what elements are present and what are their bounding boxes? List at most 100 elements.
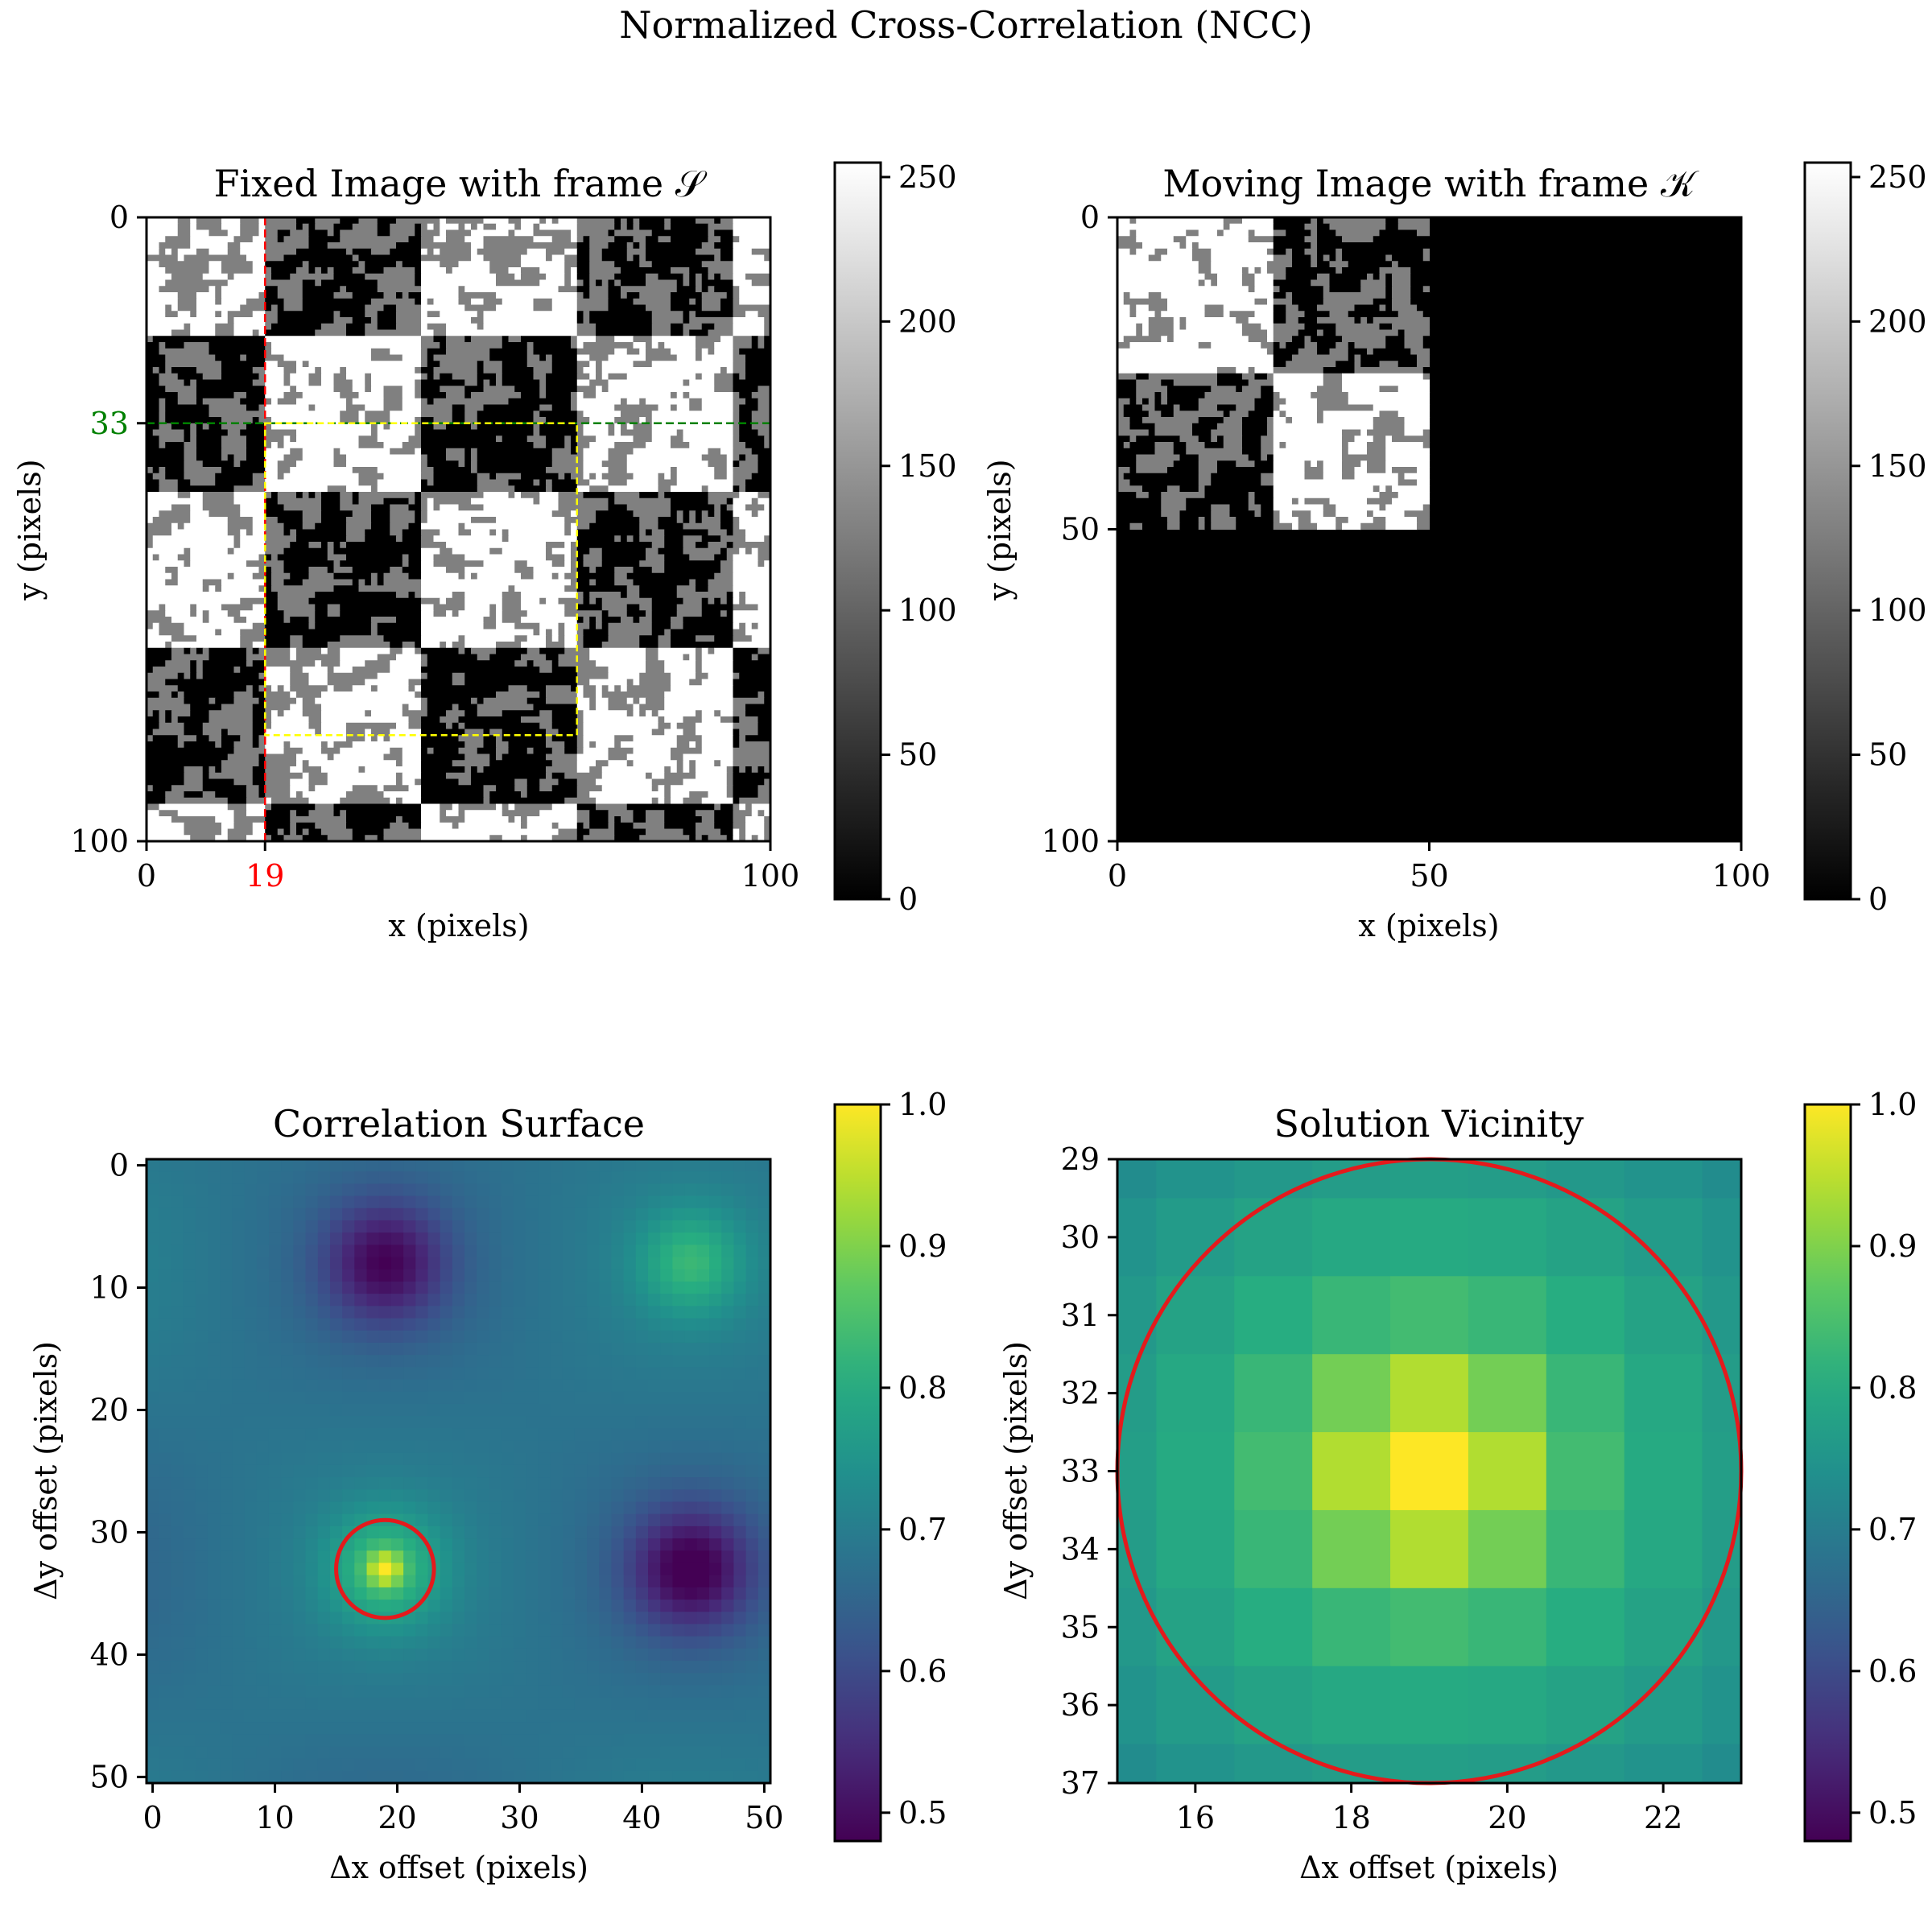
heatmap-cell — [513, 1318, 526, 1331]
heatmap-cell — [758, 1342, 771, 1356]
heatmap-cell — [733, 1525, 747, 1539]
heatmap-cell — [421, 497, 428, 506]
heatmap-cell — [1292, 510, 1311, 518]
heatmap-cell — [378, 1318, 392, 1331]
heatmap-cell — [764, 342, 771, 349]
heatmap-cell — [1223, 436, 1243, 443]
heatmap-cell — [265, 242, 310, 250]
heatmap-cell — [305, 1232, 319, 1245]
heatmap-cell — [477, 1269, 490, 1282]
heatmap-cell — [583, 429, 609, 436]
heatmap-cell — [726, 473, 734, 481]
heatmap-cell — [564, 622, 578, 630]
heatmap-cell — [684, 1183, 698, 1197]
heatmap-cell — [1136, 392, 1156, 399]
heatmap-cell — [340, 797, 390, 805]
heatmap-cell — [546, 766, 578, 774]
heatmap-cell — [551, 722, 578, 730]
heatmap-cell — [483, 560, 515, 568]
heatmap-cell — [576, 585, 628, 592]
heatmap-cell — [232, 1306, 246, 1319]
heatmap-cell — [648, 1171, 661, 1184]
heatmap-cell — [621, 411, 653, 418]
heatmap-cell — [159, 691, 172, 699]
heatmap-cell — [611, 1367, 625, 1381]
heatmap-cell — [639, 679, 671, 686]
heatmap-cell — [227, 517, 254, 524]
heatmap-cell — [564, 554, 572, 561]
heatmap-cell — [268, 1342, 282, 1356]
heatmap-cell — [190, 223, 197, 231]
heatmap-cell — [1211, 522, 1236, 530]
heatmap-cell — [477, 747, 497, 755]
heatmap-cell — [550, 1538, 564, 1551]
heatmap-cell — [733, 442, 746, 449]
heatmap-cell — [758, 722, 771, 730]
heatmap-cell — [689, 398, 703, 406]
heatmap-cell — [464, 1281, 477, 1294]
heatmap-cell — [365, 729, 372, 736]
heatmap-cell — [207, 1220, 221, 1233]
heatmap-cell — [464, 816, 510, 824]
heatmap-cell — [147, 279, 166, 287]
heatmap-cell — [739, 547, 746, 555]
heatmap-cell — [433, 298, 460, 306]
heatmap-cell — [758, 1464, 771, 1478]
heatmap-cell — [290, 229, 310, 237]
heatmap-cell — [396, 317, 422, 324]
heatmap-cell — [745, 1342, 759, 1356]
heatmap-cell — [758, 311, 771, 318]
heatmap-cell — [720, 304, 734, 312]
heatmap-cell — [751, 810, 759, 817]
heatmap-cell — [296, 248, 347, 256]
heatmap-cell — [190, 560, 247, 568]
heatmap-cell — [758, 1232, 771, 1245]
heatmap-cell — [244, 1220, 258, 1233]
heatmap-cell — [421, 423, 435, 431]
heatmap-cell — [358, 492, 415, 499]
heatmap-cell — [366, 1563, 380, 1576]
heatmap-cell — [601, 772, 646, 780]
heatmap-cell — [562, 1367, 576, 1381]
heatmap-cell — [660, 1477, 674, 1490]
heatmap-cell — [714, 760, 721, 767]
heatmap-cell — [689, 554, 715, 561]
heatmap-cell — [608, 423, 615, 431]
heatmap-cell — [701, 242, 715, 250]
heatmap-cell — [672, 1464, 710, 1478]
heatmap-cell — [538, 1477, 551, 1490]
heatmap-cell — [639, 535, 665, 543]
heatmap-cell — [1136, 386, 1168, 393]
heatmap-cell — [440, 1245, 453, 1258]
heatmap-cell — [1286, 317, 1299, 324]
heatmap-cell — [1273, 454, 1343, 461]
heatmap-cell — [1385, 522, 1418, 530]
heatmap-cell — [502, 361, 528, 368]
heatmap-cell — [471, 298, 485, 306]
heatmap-cell — [256, 1269, 270, 1282]
heatmap-cell — [477, 1318, 490, 1331]
heatmap-cell — [1167, 485, 1181, 493]
heatmap-cell — [1167, 522, 1181, 530]
heatmap-cell — [1198, 229, 1218, 237]
heatmap-cell — [317, 1232, 331, 1245]
heatmap-cell — [513, 1220, 526, 1233]
heatmap-cell — [296, 647, 322, 655]
heatmap-cell — [1342, 379, 1430, 386]
heatmap-cell — [551, 510, 572, 518]
heatmap-cell — [1317, 248, 1336, 256]
heatmap-cell — [408, 716, 422, 724]
heatmap-cell — [317, 1342, 331, 1356]
heatmap-cell — [623, 1513, 637, 1527]
heatmap-cell — [502, 835, 522, 842]
heatmap-cell — [184, 448, 197, 456]
heatmap-cell — [539, 497, 559, 506]
heatmap-cell — [147, 803, 160, 811]
heatmap-cell — [317, 1245, 331, 1258]
heatmap-cell — [733, 1294, 747, 1307]
heatmap-cell — [621, 592, 628, 599]
heatmap-cell — [1397, 386, 1430, 393]
heatmap-cell — [1117, 479, 1131, 486]
heatmap-cell — [246, 560, 285, 568]
heatmap-cell — [539, 354, 547, 361]
